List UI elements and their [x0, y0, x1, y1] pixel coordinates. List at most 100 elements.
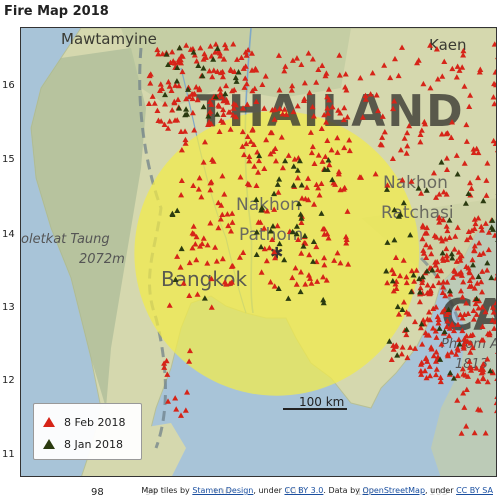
fire-point-feb — [253, 98, 260, 105]
fire-point-feb — [391, 98, 398, 104]
fire-point-feb — [454, 224, 461, 230]
fire-point-feb — [475, 215, 482, 221]
fire-point-feb — [321, 111, 328, 118]
fire-point-feb — [453, 152, 460, 158]
fire-point-feb — [399, 44, 406, 50]
fire-point-feb — [238, 54, 245, 61]
fire-point-feb — [458, 430, 465, 436]
fire-point-feb — [267, 150, 274, 157]
fire-point-feb — [178, 177, 185, 183]
fire-point-feb — [483, 177, 490, 183]
fire-point-feb — [308, 149, 315, 156]
fire-point-feb — [473, 365, 480, 371]
fire-point-feb — [436, 219, 443, 225]
fire-point-jan — [320, 296, 327, 303]
fire-point-jan — [320, 299, 327, 306]
fire-point-feb — [318, 180, 325, 187]
fire-point-feb — [440, 188, 447, 195]
fire-point-jan — [183, 106, 190, 112]
fire-point-feb — [479, 304, 486, 310]
fire-point-feb — [397, 272, 404, 279]
fire-point-feb — [384, 182, 391, 188]
fire-point-feb — [334, 149, 341, 155]
fire-point-feb — [485, 246, 492, 253]
fire-point-jan — [329, 176, 336, 183]
attribution-link-osm[interactable]: OpenStreetMap — [362, 486, 426, 495]
fire-point-feb — [324, 110, 331, 116]
map-frame[interactable]: THAILAND CA Bangkok Nakhon Pathom Nakhon… — [20, 27, 497, 477]
fire-point-feb — [166, 118, 173, 124]
attribution-link-cc-by[interactable]: CC BY 3.0 — [284, 486, 324, 495]
fire-point-jan — [484, 259, 491, 266]
fire-point-feb — [298, 61, 305, 67]
fire-point-feb — [484, 356, 491, 362]
fire-point-feb — [316, 192, 323, 198]
fire-point-jan — [293, 223, 300, 229]
fire-point-feb — [423, 241, 430, 248]
fire-point-feb — [178, 60, 185, 66]
fire-point-feb — [318, 125, 325, 131]
fire-point-feb — [192, 241, 199, 247]
fire-point-feb — [424, 282, 431, 288]
attribution-link-stamen[interactable]: Stamen Design — [192, 486, 254, 495]
fire-point-feb — [453, 351, 460, 357]
fire-point-feb — [179, 68, 186, 75]
fire-point-feb — [271, 248, 278, 255]
fire-point-jan — [403, 326, 410, 332]
fire-point-jan — [185, 86, 192, 92]
fire-point-feb — [459, 315, 466, 321]
fire-point-feb — [221, 56, 228, 62]
fire-point-feb — [307, 129, 314, 135]
legend-item-feb[interactable]: 8 Feb 2018 — [42, 415, 125, 429]
fire-point-feb — [390, 342, 397, 348]
fire-point-feb — [319, 62, 326, 68]
fire-point-jan — [293, 230, 300, 237]
legend-item-jan[interactable]: 8 Jan 2018 — [42, 437, 123, 451]
fire-point-feb — [161, 364, 168, 370]
fire-point-feb — [484, 160, 491, 166]
fire-point-feb — [469, 344, 476, 351]
fire-point-feb — [465, 310, 472, 316]
fire-point-feb — [430, 352, 437, 359]
fire-point-feb — [443, 253, 450, 259]
scale-bar-label: 100 km — [299, 395, 344, 409]
fire-point-feb — [419, 341, 426, 347]
fire-point-feb — [285, 152, 292, 158]
fire-point-feb — [482, 308, 489, 315]
fire-point-feb — [419, 222, 426, 228]
fire-point-feb — [454, 63, 461, 69]
fire-point-jan — [296, 157, 303, 164]
fire-point-feb — [301, 239, 308, 246]
fire-point-feb — [240, 65, 247, 71]
fire-point-feb — [154, 107, 161, 114]
fire-point-feb — [262, 73, 269, 79]
fire-point-feb — [274, 222, 281, 229]
fire-point-feb — [219, 68, 226, 75]
label-capital: Bangkok — [161, 267, 247, 291]
fire-point-feb — [200, 56, 207, 62]
fire-point-feb — [435, 320, 442, 326]
fire-point-feb — [212, 244, 219, 250]
fire-point-feb — [482, 220, 489, 226]
fire-point-feb — [229, 87, 236, 94]
fire-point-feb — [469, 274, 476, 280]
fire-point-feb — [484, 378, 491, 385]
fire-point-jan — [205, 113, 212, 119]
fire-point-feb — [454, 397, 461, 403]
fire-point-feb — [223, 82, 230, 89]
fire-point-feb — [225, 222, 232, 229]
fire-point-feb — [207, 220, 214, 226]
attribution-link-cc-by-sa[interactable]: CC BY SA — [456, 486, 493, 495]
fire-point-feb — [289, 82, 296, 89]
fire-point-feb — [438, 131, 445, 137]
fire-point-feb — [464, 373, 471, 379]
fire-point-feb — [315, 66, 322, 73]
label-city-pathom: Pathom — [239, 225, 303, 245]
fire-point-feb — [444, 279, 451, 285]
fire-point-jan — [201, 295, 208, 301]
fire-point-feb — [195, 186, 202, 192]
fire-point-jan — [384, 239, 391, 245]
fire-point-feb — [419, 290, 426, 296]
map-canvas[interactable]: THAILAND CA Bangkok Nakhon Pathom Nakhon… — [21, 28, 497, 477]
